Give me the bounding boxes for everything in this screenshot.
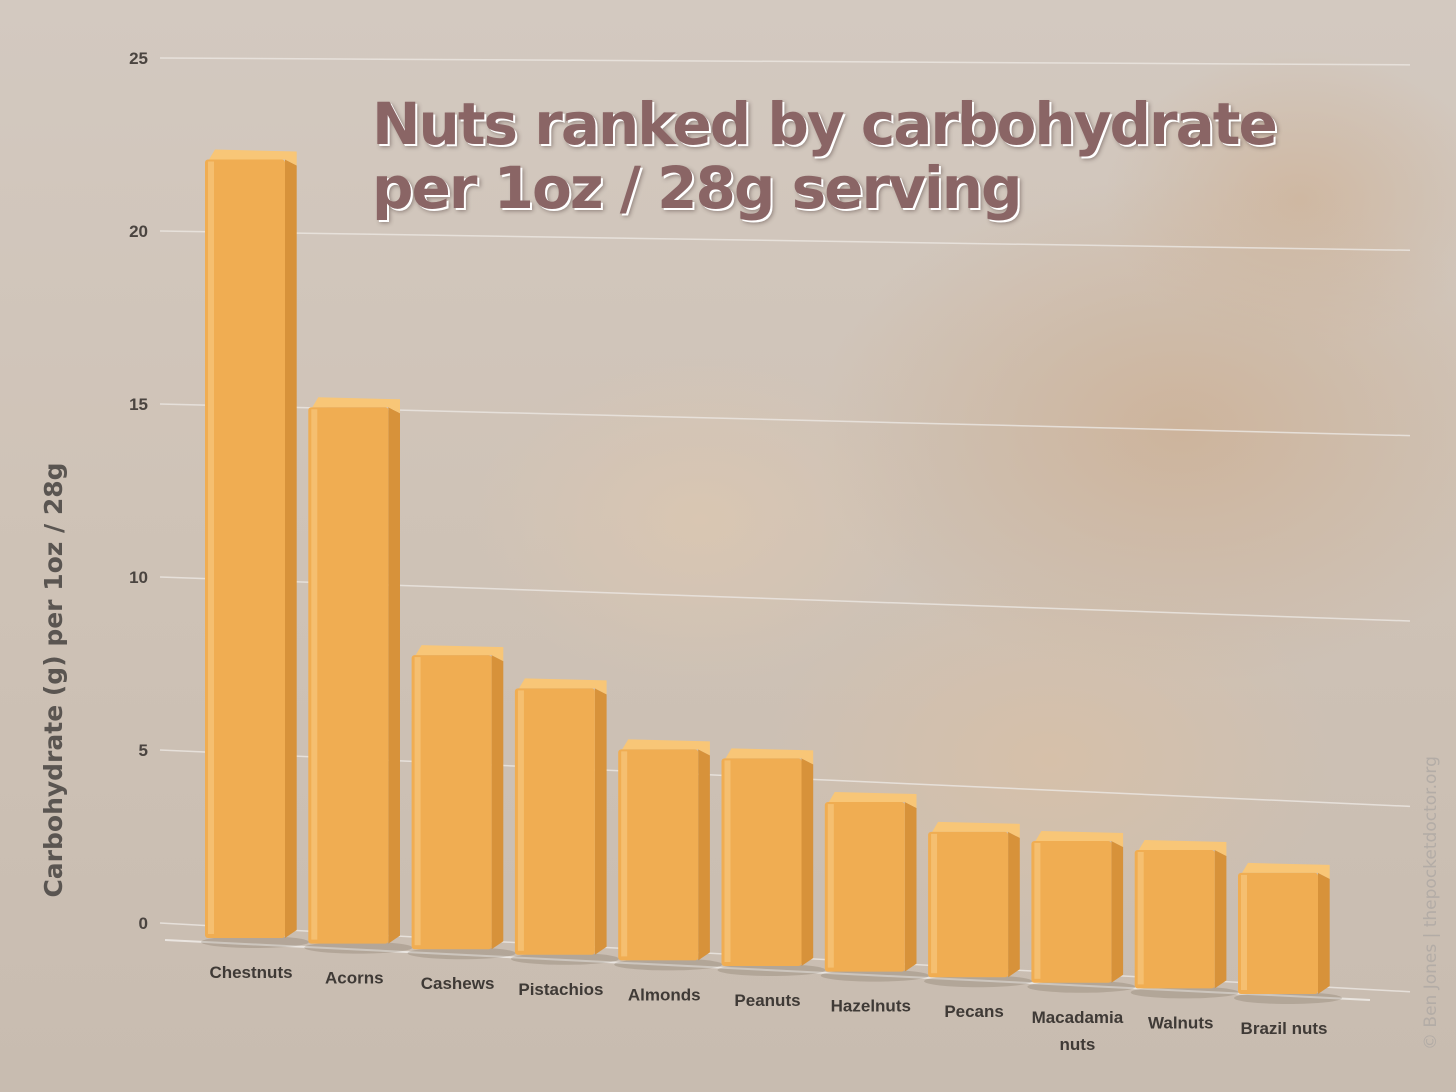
bar-side [1318, 872, 1330, 994]
x-tick-label: Macadamia nuts [1032, 1008, 1124, 1054]
bar-side [698, 749, 710, 961]
x-tick-label: Peanuts [734, 991, 800, 1010]
gridline-25 [159, 57, 1411, 66]
bar-top [312, 397, 400, 414]
bar-shadow [924, 975, 1033, 988]
bar-highlight [1137, 852, 1144, 985]
bar-front [308, 407, 389, 944]
bar-shadow [1027, 980, 1136, 993]
bar-front [514, 688, 595, 955]
bar-peanuts [717, 748, 826, 976]
bar-highlight [311, 409, 318, 940]
x-tick-label: Pecans [944, 1002, 1004, 1021]
bar-brazil-nuts [1234, 862, 1342, 1004]
bar-highlight [621, 751, 628, 957]
bar-side [904, 802, 917, 972]
x-tick-label: Pistachios [518, 980, 603, 999]
bar-highlight [208, 161, 214, 934]
bar-top [725, 748, 814, 765]
x-tick-label: Hazelnuts [831, 997, 911, 1016]
bar-macadamia-nuts [1027, 830, 1136, 993]
x-tick-label: Chestnuts [209, 963, 292, 982]
y-tick-label: 0 [139, 914, 148, 933]
bar-almonds [614, 739, 723, 971]
y-axis-ticks: 0 5 10 15 20 25 [129, 49, 148, 933]
chart-title-line-2: per 1oz / 28g serving [372, 154, 1023, 222]
bar-top [415, 645, 504, 662]
bar-shadow [717, 964, 826, 976]
bar-hazelnuts [820, 792, 929, 982]
bar-chestnuts [201, 149, 309, 948]
bar-walnuts [1130, 840, 1239, 999]
bar-front [928, 831, 1009, 978]
bar-side [594, 688, 607, 955]
bar-front [411, 655, 492, 950]
bar-shadow [407, 947, 516, 960]
bar-side [388, 407, 400, 944]
bar-top [1035, 830, 1124, 847]
bar-highlight [931, 833, 938, 974]
bar-front [824, 802, 905, 972]
bar-side [801, 758, 814, 966]
bar-front [1031, 840, 1112, 983]
floor-line [164, 939, 1371, 1001]
bar-front [1238, 872, 1318, 994]
bar-shadow [510, 952, 619, 965]
y-tick-label: 10 [129, 568, 148, 587]
bar-shadow [1234, 992, 1342, 1004]
bar-front [721, 758, 802, 966]
bar-acorns [304, 397, 413, 954]
bar-shadow [201, 936, 309, 948]
bar-highlight [827, 804, 834, 968]
bar-top [622, 739, 710, 756]
bar-front [618, 749, 699, 961]
bar-top [932, 821, 1020, 838]
bar-side [1008, 831, 1020, 978]
y-tick-label: 5 [139, 741, 148, 760]
bar-top [1242, 862, 1330, 879]
bar-top [1138, 840, 1227, 856]
x-tick-label: Almonds [628, 985, 701, 1004]
x-tick-label: Cashews [421, 974, 495, 993]
bar-front [1134, 850, 1215, 989]
bar-pistachios [510, 678, 619, 965]
x-tick-label: Acorns [325, 969, 384, 988]
chart-title: Nuts ranked by carbohydrate per 1oz / 28… [372, 90, 1278, 222]
bar-shadow [304, 941, 413, 954]
bar-top [518, 678, 607, 695]
bar-highlight [1034, 842, 1041, 979]
credit-watermark: © Ben Jones | thepocketdoctor.org [1421, 756, 1441, 1050]
y-tick-label: 15 [129, 395, 148, 414]
bar-highlight [724, 760, 731, 962]
bar-shadow [820, 969, 929, 982]
gridline-20 [159, 230, 1411, 251]
bar-shadow [614, 958, 723, 971]
bar-top [828, 792, 917, 809]
bar-highlight [414, 657, 421, 946]
bar-front [205, 159, 285, 938]
x-tick-label: Walnuts [1148, 1013, 1213, 1032]
bar-highlight [517, 690, 524, 951]
bar-side [1111, 840, 1124, 983]
y-tick-label: 25 [129, 49, 148, 68]
bar-side [1214, 850, 1227, 989]
y-tick-label: 20 [129, 222, 148, 241]
bar-highlight [1241, 874, 1247, 990]
bar-shadow [1130, 986, 1239, 999]
bars [201, 149, 1342, 1004]
bar-top [209, 149, 297, 166]
bar-cashews [407, 645, 516, 960]
x-axis-ticks: Chestnuts Acorns Cashews Pistachios Almonds P… [209, 963, 1327, 1054]
bar-side [285, 159, 297, 938]
x-tick-label: Brazil nuts [1241, 1019, 1328, 1038]
chart-title-line-1: Nuts ranked by carbohydrate [372, 90, 1278, 158]
y-axis-label: Carbohydrate (g) per 1oz / 28g [39, 462, 68, 897]
bar-pecans [924, 821, 1033, 988]
bar-side [491, 655, 504, 950]
